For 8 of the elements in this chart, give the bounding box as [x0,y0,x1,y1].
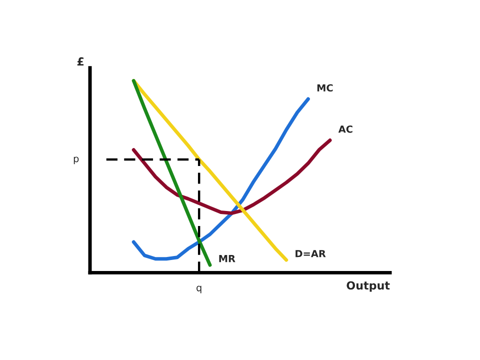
y-axis-title: £ [77,57,84,66]
series-label: D=AR [296,250,326,258]
series-label: MC [317,84,333,92]
text: q [196,286,202,294]
x-axis-title: Output [346,281,390,292]
series-label: MR [219,255,236,262]
ref-line-label: p [74,156,79,164]
series-label: AC [338,125,352,133]
